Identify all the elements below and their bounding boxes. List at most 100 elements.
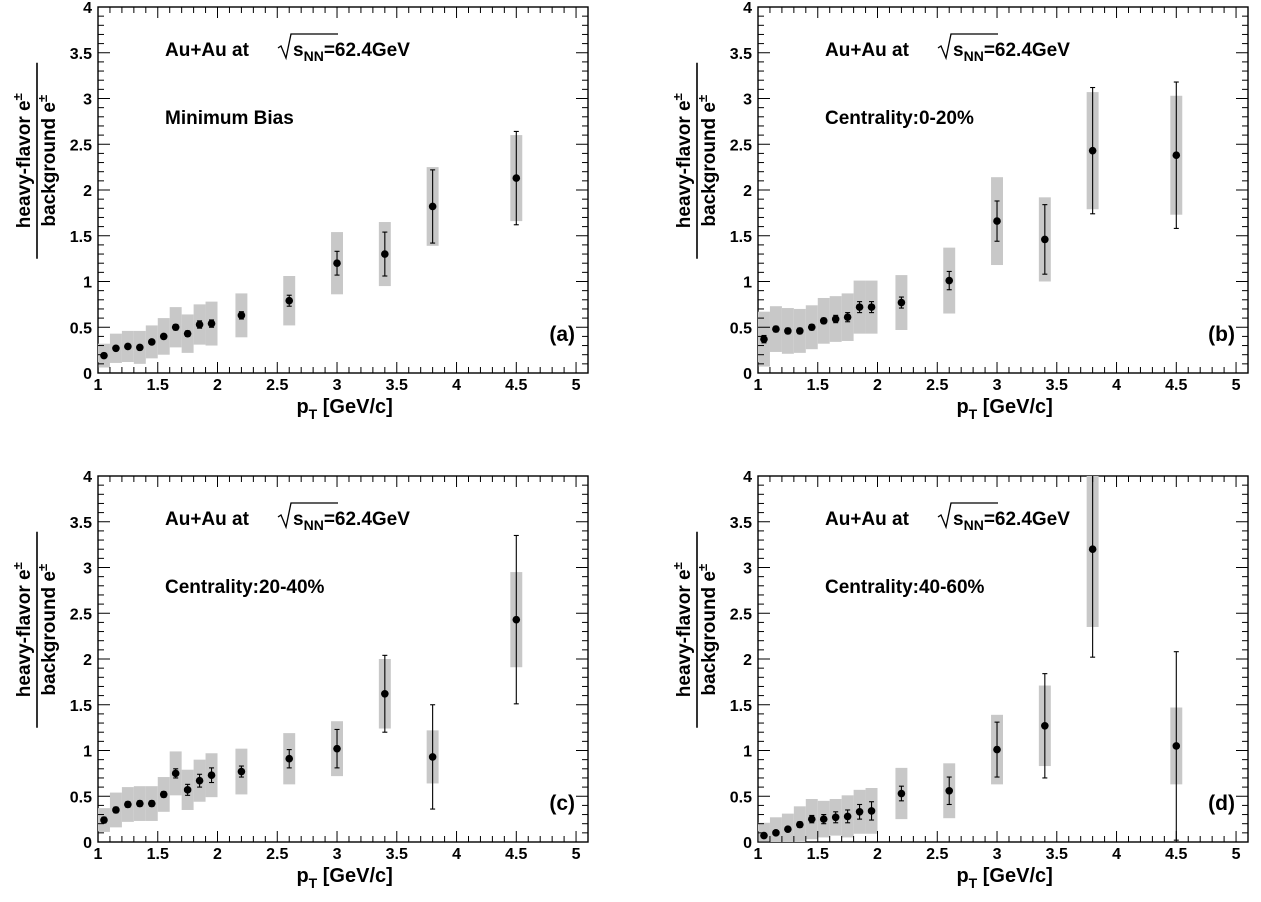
x-tick-label: 4 bbox=[1112, 377, 1121, 394]
x-tick-label: 3.5 bbox=[386, 377, 408, 394]
data-point bbox=[807, 815, 816, 823]
y-tick-label: 2 bbox=[83, 183, 92, 200]
x-tick-label: 5 bbox=[1232, 377, 1241, 394]
y-tick-label: 3 bbox=[743, 561, 752, 578]
annotation-energy-value: =62.4GeV bbox=[984, 509, 1070, 530]
y-tick-label: 0 bbox=[743, 835, 752, 852]
x-axis-label-subscript: T bbox=[969, 875, 978, 891]
data-point bbox=[124, 342, 132, 351]
panel-label: (d) bbox=[1208, 792, 1235, 815]
annotation-energy-symbol: s bbox=[953, 40, 964, 61]
y-tick-label: 1 bbox=[743, 275, 752, 292]
y-tick-label: 1 bbox=[83, 275, 92, 292]
x-axis-label-main: p bbox=[296, 396, 308, 418]
data-point bbox=[285, 296, 294, 305]
y-axis-denominator-text: background e bbox=[39, 571, 60, 696]
x-axis-label-main: p bbox=[296, 865, 308, 887]
annotation-centrality: Centrality:20-40% bbox=[165, 577, 325, 598]
y-tick-label: 0 bbox=[83, 835, 92, 852]
data-point bbox=[897, 789, 906, 798]
data-point bbox=[772, 829, 780, 837]
y-tick-label: 1 bbox=[83, 744, 92, 761]
x-axis-label-subscript: T bbox=[969, 406, 978, 422]
x-tick-label: 1.5 bbox=[147, 377, 169, 394]
y-axis-numerator-text: heavy-flavor e bbox=[14, 100, 35, 228]
y-tick-label: 2.5 bbox=[70, 606, 92, 623]
y-axis-denominator-charge: ± bbox=[695, 564, 710, 571]
y-tick-label: 1.5 bbox=[70, 229, 92, 246]
y-axis-label-numerator: heavy-flavor e± bbox=[10, 93, 35, 228]
data-point bbox=[1041, 235, 1049, 244]
y-axis-numerator-charge: ± bbox=[670, 562, 685, 569]
data-point bbox=[993, 745, 1001, 754]
y-tick-label: 0.5 bbox=[70, 320, 92, 337]
y-tick-label: 3.5 bbox=[730, 46, 752, 63]
y-axis-numerator-charge: ± bbox=[10, 562, 25, 569]
y-axis-label: heavy-flavor e±background e ± bbox=[10, 531, 60, 728]
data-point bbox=[1088, 146, 1097, 155]
annotation-energy-value: =62.4GeV bbox=[324, 509, 410, 530]
y-tick-label: 2 bbox=[743, 183, 752, 200]
y-tick-label: 3 bbox=[83, 561, 92, 578]
data-point bbox=[807, 323, 816, 332]
y-axis-numerator-charge: ± bbox=[670, 93, 685, 100]
x-tick-label: 2 bbox=[213, 377, 222, 394]
data-point bbox=[112, 806, 120, 814]
x-tick-label: 2 bbox=[213, 846, 222, 863]
data-point bbox=[159, 332, 168, 341]
y-tick-label: 2.5 bbox=[730, 137, 752, 154]
annotation-centrality: Centrality:0-20% bbox=[825, 108, 974, 129]
data-point bbox=[237, 311, 246, 320]
y-axis-label-numerator: heavy-flavor e± bbox=[10, 562, 35, 697]
y-axis-label-numerator: heavy-flavor e± bbox=[670, 562, 695, 697]
y-axis-numerator-charge: ± bbox=[10, 93, 25, 100]
data-point bbox=[1041, 721, 1049, 730]
y-axis-label: heavy-flavor e±background e± bbox=[670, 531, 720, 728]
data-point bbox=[183, 786, 192, 794]
y-axis-label: heavy-flavor e±background e± bbox=[10, 62, 60, 259]
x-tick-label: 4 bbox=[452, 377, 461, 394]
data-point bbox=[237, 767, 246, 776]
data-point bbox=[183, 329, 192, 338]
panel-label: (c) bbox=[549, 792, 575, 815]
x-tick-label: 1 bbox=[94, 377, 103, 394]
y-tick-label: 2 bbox=[83, 652, 92, 669]
x-axis-label: pT [GeV/c] bbox=[296, 865, 392, 891]
data-point bbox=[512, 615, 521, 624]
y-tick-label: 4 bbox=[83, 0, 92, 17]
data-point bbox=[136, 799, 144, 808]
y-tick-label: 1.5 bbox=[730, 229, 752, 246]
x-tick-label: 1 bbox=[754, 846, 763, 863]
chart-panel-c: 1 1.5 2 2.5 3 3.5 4 4.5 5 0 0.5 1 1.5 2 2.5 3 3.5 4 pT [Ge… bbox=[10, 469, 589, 891]
y-tick-label: 0.5 bbox=[70, 789, 92, 806]
y-axis-denominator-text: background e bbox=[699, 102, 720, 227]
annotation-energy-symbol: s bbox=[293, 40, 304, 61]
y-tick-label: 0.5 bbox=[730, 320, 752, 337]
x-axis-label-unit: [GeV/c] bbox=[977, 865, 1053, 887]
data-point bbox=[760, 831, 768, 840]
y-axis-numerator-text: heavy-flavor e bbox=[674, 100, 695, 228]
panel-label: (a) bbox=[549, 323, 575, 346]
x-axis-label-main: p bbox=[956, 396, 968, 418]
x-tick-label: 3.5 bbox=[386, 846, 408, 863]
chart-panel-d: 1 1.5 2 2.5 3 3.5 4 4.5 5 0 0.5 1 1.5 2 2.5 3 3.5 4 pT [Ge… bbox=[670, 469, 1249, 891]
data-point bbox=[796, 820, 804, 829]
data-point bbox=[136, 343, 144, 352]
y-tick-label: 3.5 bbox=[730, 515, 752, 532]
annotation-energy-symbol: s bbox=[293, 509, 304, 530]
y-axis-denominator-charge: ± bbox=[35, 95, 50, 102]
y-axis-numerator-text: heavy-flavor e bbox=[14, 569, 35, 697]
data-point bbox=[147, 799, 156, 808]
x-tick-label: 1.5 bbox=[807, 846, 829, 863]
x-axis-label-subscript: T bbox=[309, 875, 318, 891]
y-tick-label: 3.5 bbox=[70, 515, 92, 532]
data-point bbox=[512, 174, 521, 182]
data-point bbox=[1172, 742, 1181, 750]
y-tick-label: 0 bbox=[743, 366, 752, 383]
data-point bbox=[945, 276, 954, 285]
x-axis-label: pT [GeV/c] bbox=[296, 396, 392, 422]
x-axis-label: pT [GeV/c] bbox=[956, 396, 1052, 422]
data-point bbox=[100, 816, 108, 824]
plot-frame bbox=[757, 475, 1249, 843]
